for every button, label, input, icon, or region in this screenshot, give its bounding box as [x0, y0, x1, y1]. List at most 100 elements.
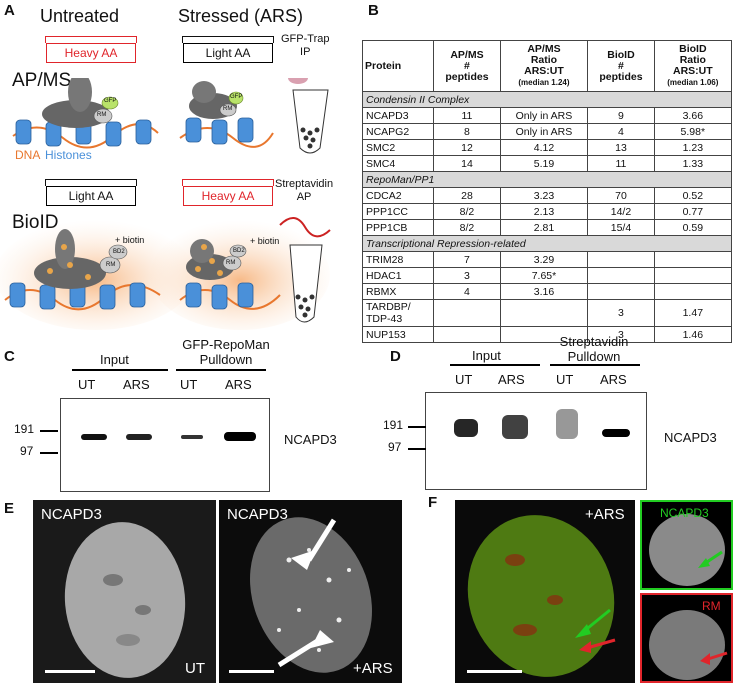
table-cell: 3.16 [499, 283, 589, 300]
c-mw-191: 191 [14, 422, 35, 436]
table-cell: 4 [587, 123, 655, 140]
c-pulldown-line [176, 369, 266, 371]
table-cell: 5.19 [499, 155, 589, 172]
table-header-note: (median 1.24) [518, 78, 570, 87]
e-arrows [277, 518, 337, 668]
table-cell: 11 [587, 155, 655, 172]
f-merge-micrograph: +ARS [455, 500, 635, 683]
bd2-tag-2: BD2 [233, 248, 245, 254]
streptavidin-label: Streptavidin AP [275, 178, 334, 203]
table-section-row: Transcriptional Repression-related [362, 235, 732, 252]
table-section-row: Condensin II Complex [362, 91, 732, 108]
d-lane-3: UT [556, 372, 574, 387]
panel-b-label: B [368, 2, 379, 19]
table-header-cell: Protein [361, 40, 435, 92]
d-mw-191: 191 [383, 418, 404, 432]
f-inset-ncapd3-image [649, 514, 725, 586]
table-cell: 1.47 [653, 299, 733, 327]
table-cell: RBMX [361, 283, 435, 300]
table-cell: 4 [433, 283, 501, 300]
d-mw-191-tick [408, 426, 426, 428]
biotin-label-2: + biotin [250, 236, 280, 246]
e-ut-scalebar [45, 670, 95, 673]
table-cell: 4.12 [499, 139, 589, 156]
table-cell: TRIM28 [361, 251, 435, 268]
c-lane-3: UT [180, 377, 198, 392]
stressed-heading: Stressed (ARS) [178, 6, 304, 26]
rm-tag-4: RM [226, 260, 236, 266]
d-protein-label: NCAPD3 [664, 430, 717, 445]
apms-label: AP/MS [12, 70, 72, 91]
table-cell: 13 [587, 139, 655, 156]
table-row: PPP1CB 8/2 2.81 15/4 0.59 [361, 219, 733, 236]
f-inset-rm: RM [640, 593, 733, 683]
d-input-line [450, 364, 540, 366]
table-cell: Only in ARS [499, 107, 589, 124]
table-cell: NUP153 [361, 326, 435, 343]
table-cell: 8/2 [433, 203, 501, 220]
dna-label: DNA [15, 148, 41, 162]
table-section-row: RepoMan/PP1 [362, 171, 732, 188]
d-mw-97-tick [408, 448, 426, 450]
table-cell: 28 [433, 187, 501, 204]
rm-tag-2: RM [223, 106, 233, 112]
c-lane-2: ARS [123, 377, 150, 392]
rm-tag-3: RM [106, 262, 116, 268]
table-row: TARDBP/ TDP-43 3 1.47 [361, 299, 733, 327]
table-cell: 2.13 [499, 203, 589, 220]
e-nucleus-ars [250, 517, 372, 673]
table-cell: 3 [587, 299, 655, 327]
e-ars-scalebar [229, 670, 274, 673]
table-cell [653, 267, 733, 284]
table-cell: Only in ARS [499, 123, 589, 140]
table-cell: 0.77 [653, 203, 733, 220]
table-cell: 0.59 [653, 219, 733, 236]
table-row: NCAPD3 11 Only in ARS 9 3.66 [361, 107, 733, 124]
f-inset-ncapd3: NCAPD3 [640, 500, 733, 590]
table-cell: 3 [433, 267, 501, 284]
d-lane-2: ARS [498, 372, 525, 387]
table-header-cell: BioID # peptides [587, 40, 655, 92]
c-mw-191-tick [40, 430, 58, 432]
table-cell: 3.23 [499, 187, 589, 204]
table-cell: 11 [433, 107, 501, 124]
d-pulldown-label: Streptavidin Pulldown [559, 334, 629, 364]
light-aa-box-2: Light AA [45, 179, 137, 206]
table-cell: 14 [433, 155, 501, 172]
gfp-tag-1: GFP [104, 98, 117, 104]
table-row: TRIM28 7 3.29 [361, 251, 733, 268]
d-input-label: Input [472, 348, 501, 363]
d-band-1 [454, 419, 478, 437]
c-band-2 [126, 434, 152, 440]
table-cell: 8 [433, 123, 501, 140]
table-cell [587, 251, 655, 268]
f-nucleus-merge [467, 515, 616, 677]
d-western-blot [425, 392, 647, 490]
table-cell: NCAPD3 [361, 107, 435, 124]
table-cell: 12 [433, 139, 501, 156]
d-mw-97: 97 [388, 440, 402, 454]
e-ars-cond: +ARS [353, 660, 393, 677]
panel-f-label: F [428, 494, 438, 511]
peptide-table: Protein AP/MS # peptides AP/MS Ratio ARS:U… [361, 40, 733, 343]
table-cell: 5.98* [653, 123, 733, 140]
table-cell: SMC4 [361, 155, 435, 172]
d-band-4 [602, 429, 630, 437]
c-lane-1: UT [78, 377, 96, 392]
d-pulldown-line [550, 364, 640, 366]
gfp-tag-2: GFP [230, 94, 243, 100]
table-cell: SMC2 [361, 139, 435, 156]
c-input-label: Input [100, 352, 129, 367]
apms-diagram [12, 78, 329, 154]
bd2-tag-1: BD2 [113, 249, 125, 255]
table-header-cell: AP/MS # peptides [433, 40, 501, 92]
f-inset-rm-image [649, 610, 728, 680]
table-row: PPP1CC 8/2 2.13 14/2 0.77 [361, 203, 733, 220]
table-row: NCAPG2 8 Only in ARS 4 5.98* [361, 123, 733, 140]
table-cell: 1.23 [653, 139, 733, 156]
rm-tag-1: RM [97, 112, 107, 118]
f-scalebar [467, 670, 522, 673]
table-cell [433, 326, 501, 343]
table-cell: 8/2 [433, 219, 501, 236]
f-inset-rm-label: RM [702, 599, 721, 613]
